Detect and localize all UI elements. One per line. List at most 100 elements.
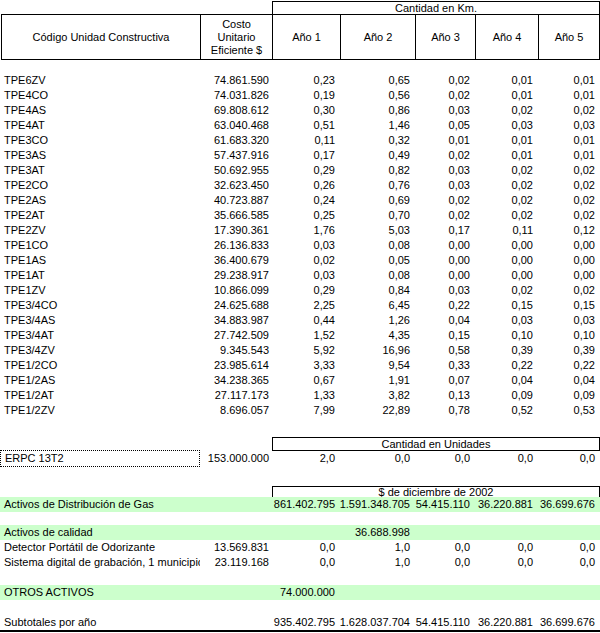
cell-year-value[interactable]: 0,0 (475, 540, 538, 555)
cell-year-value[interactable]: 2,0 (272, 450, 340, 467)
cell-year-value[interactable]: 0,0 (538, 540, 600, 555)
cell-unit-cost[interactable]: 17.390.361 (200, 223, 272, 238)
cell-year-value[interactable]: 0,00 (538, 253, 600, 268)
cell-year-value[interactable]: 0,07 (415, 373, 475, 388)
cell-year-value[interactable]: 0,01 (538, 88, 600, 103)
cell-code[interactable]: TPE4AS (0, 103, 200, 118)
cell-year-value[interactable]: 0,03 (272, 268, 340, 283)
cell-year-value[interactable]: 0,02 (415, 193, 475, 208)
cell-code[interactable]: TPE1ZV (0, 283, 200, 298)
cell-year-value[interactable]: 9,54 (340, 358, 415, 373)
cell-year-value[interactable]: 0,0 (538, 555, 600, 570)
cell-year-value[interactable]: 16,96 (340, 343, 415, 358)
cell-year-value[interactable]: 0,00 (415, 268, 475, 283)
cell-unit-cost[interactable]: 50.692.955 (200, 163, 272, 178)
cell-code[interactable]: TPE3/4AS (0, 313, 200, 328)
cell-year-value[interactable]: 0,01 (538, 148, 600, 163)
cell-unit-cost[interactable]: 34.883.987 (200, 313, 272, 328)
cell-year-value[interactable]: 0,0 (340, 450, 415, 467)
cell-year-value[interactable]: 0,00 (538, 238, 600, 253)
cell-year-value[interactable]: 0,02 (538, 283, 600, 298)
cell-code[interactable]: TPE6ZV (0, 73, 200, 88)
cell-year-value[interactable]: 0,08 (340, 268, 415, 283)
cell-year-value[interactable]: 0,04 (415, 313, 475, 328)
cell-year-value[interactable]: 0,02 (415, 88, 475, 103)
row-label[interactable]: Sistema digital de grabación, 1 municipi… (0, 555, 200, 570)
cell-year-value[interactable]: 1,26 (340, 313, 415, 328)
cell-year-value[interactable]: 0,02 (475, 208, 538, 223)
cell-code[interactable]: TPE1CO (0, 238, 200, 253)
cell-year-value[interactable]: 36.688.998 (340, 525, 415, 540)
cell-year-value[interactable]: 0,04 (538, 373, 600, 388)
cell-year-value[interactable]: 0,25 (272, 208, 340, 223)
cell-year-value[interactable]: 0,02 (475, 163, 538, 178)
cell-year-value[interactable]: 0,09 (475, 388, 538, 403)
cell-year-value[interactable]: 0,70 (340, 208, 415, 223)
cell-year-value[interactable]: 36.699.676 (538, 497, 600, 512)
cell-year-value[interactable]: 0,03 (475, 118, 538, 133)
cell-code[interactable]: TPE3/4AT (0, 328, 200, 343)
cell-year-value[interactable]: 861.402.795 (272, 497, 340, 512)
cell-year-value[interactable]: 0,67 (272, 373, 340, 388)
cell-year-value[interactable]: 0,78 (415, 403, 475, 418)
cell-year-value[interactable]: 6,45 (340, 298, 415, 313)
cell-year-value[interactable]: 1,91 (340, 373, 415, 388)
cell-year-value[interactable]: 0,04 (475, 373, 538, 388)
cell-year-value[interactable]: 0,32 (340, 133, 415, 148)
cell-unit-cost[interactable]: 9.345.543 (200, 343, 272, 358)
cell-year-value[interactable]: 0,39 (538, 343, 600, 358)
cell-year-value[interactable]: 0,24 (272, 193, 340, 208)
cell-unit-cost[interactable]: 35.666.585 (200, 208, 272, 223)
cell-code[interactable]: TPE1AS (0, 253, 200, 268)
cell-year-value[interactable]: 0,69 (340, 193, 415, 208)
cell-year-value[interactable]: 0,03 (538, 313, 600, 328)
cell-year-value[interactable]: 0,05 (415, 118, 475, 133)
cell-year-value[interactable]: 0,15 (538, 298, 600, 313)
cell-year-value[interactable]: 0,02 (538, 178, 600, 193)
cell-code[interactable]: TPE3/4CO (0, 298, 200, 313)
cell-year-value[interactable]: 0,11 (475, 223, 538, 238)
cell-year-value[interactable]: 0,02 (475, 193, 538, 208)
cell-year-value[interactable]: 0,0 (272, 540, 340, 555)
cell-year-value[interactable]: 0,02 (538, 103, 600, 118)
cell-year-value[interactable]: 5,03 (340, 223, 415, 238)
cell-year-value[interactable]: 0,13 (415, 388, 475, 403)
cell-year-value[interactable]: 0,0 (475, 450, 538, 467)
cell-unit-cost[interactable]: 23.985.614 (200, 358, 272, 373)
cell-code[interactable]: TPE1/2AT (0, 388, 200, 403)
cell-year-value[interactable]: 0,0 (415, 555, 475, 570)
cell-year-value[interactable]: 0,49 (340, 148, 415, 163)
cell-code[interactable]: TPE1/2AS (0, 373, 200, 388)
cell-year-value[interactable]: 0,02 (475, 283, 538, 298)
cell-year-value[interactable]: 0,00 (475, 253, 538, 268)
cell-year-value[interactable]: 0,03 (272, 238, 340, 253)
cell-year-value[interactable]: 0,03 (415, 178, 475, 193)
cell-year-value[interactable]: 0,86 (340, 103, 415, 118)
row-label[interactable]: Activos de Distribución de Gas (0, 497, 272, 512)
cell-year-value[interactable]: 0,00 (475, 268, 538, 283)
cell-year-value[interactable]: 0,03 (415, 103, 475, 118)
cell-code[interactable]: TPE1/2CO (0, 358, 200, 373)
cell-unit-cost[interactable]: 26.136.833 (200, 238, 272, 253)
cell-unit-cost[interactable]: 74.031.826 (200, 88, 272, 103)
row-label[interactable]: Detector Portátil de Odorizante (0, 540, 200, 555)
cell-year-value[interactable]: 0,08 (340, 238, 415, 253)
cell-year-value[interactable]: 7,99 (272, 403, 340, 418)
cell-year-value[interactable]: 0,02 (415, 148, 475, 163)
cell-year-value[interactable]: 0,15 (415, 328, 475, 343)
cell-year-value[interactable]: 5,92 (272, 343, 340, 358)
cell-year-value[interactable]: 0,01 (538, 133, 600, 148)
cell-unit-cost[interactable]: 13.569.831 (200, 540, 272, 555)
cell-year-value[interactable]: 0,00 (415, 238, 475, 253)
cell-unit-cost[interactable]: 61.683.320 (200, 133, 272, 148)
cell-code[interactable]: TPE1/2ZV (0, 403, 200, 418)
cell-code[interactable]: TPE3/4ZV (0, 343, 200, 358)
cell-unit-cost[interactable]: 57.437.916 (200, 148, 272, 163)
row-label[interactable]: OTROS ACTIVOS (0, 585, 272, 600)
cell-code[interactable]: TPE1AT (0, 268, 200, 283)
cell-year-value[interactable]: 0,03 (538, 118, 600, 133)
cell-unit-cost[interactable]: 34.238.365 (200, 373, 272, 388)
cell-year-value[interactable]: 0,82 (340, 163, 415, 178)
cell-code[interactable]: TPE4CO (0, 88, 200, 103)
cell-unit-cost[interactable]: 27.742.509 (200, 328, 272, 343)
